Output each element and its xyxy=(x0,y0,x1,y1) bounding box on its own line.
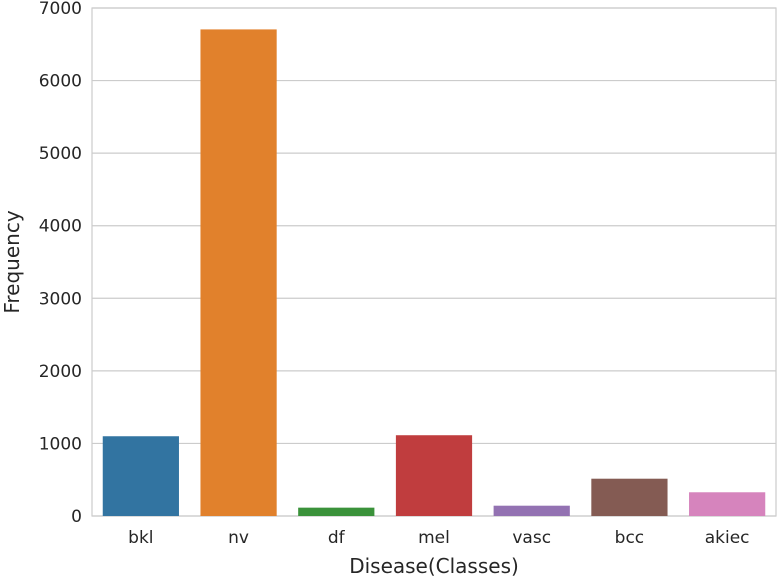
bar-mel xyxy=(395,435,473,516)
y-tick-label: 4000 xyxy=(39,217,82,237)
x-tick-label: bkl xyxy=(128,528,153,548)
x-tick-labels: bkl nv df mel vasc bcc akiec xyxy=(128,528,749,548)
y-tick-labels: 0 1000 2000 3000 4000 5000 6000 7000 xyxy=(39,0,82,527)
bar-bkl xyxy=(102,436,179,516)
x-tick-label: nv xyxy=(228,528,249,548)
x-tick-label: akiec xyxy=(705,528,750,548)
y-tick-label: 2000 xyxy=(39,362,82,382)
bar-akiec xyxy=(689,492,766,516)
bars xyxy=(102,29,766,517)
y-tick-label: 3000 xyxy=(39,289,82,309)
bar-df xyxy=(298,507,375,516)
y-tick-label: 6000 xyxy=(39,72,82,92)
y-tick-label: 5000 xyxy=(39,144,82,164)
y-tick-label: 1000 xyxy=(39,434,82,454)
x-tick-label: df xyxy=(328,528,346,548)
y-axis-label: Frequency xyxy=(0,210,24,313)
x-tick-label: vasc xyxy=(512,528,551,548)
bar-vasc xyxy=(493,505,570,516)
bar-nv xyxy=(200,29,277,517)
y-tick-label: 7000 xyxy=(39,0,82,19)
x-tick-label: mel xyxy=(418,528,450,548)
y-tick-label: 0 xyxy=(71,507,82,527)
x-tick-label: bcc xyxy=(615,528,644,548)
bar-bcc xyxy=(591,478,668,516)
x-axis-label: Disease(Classes) xyxy=(349,554,519,578)
